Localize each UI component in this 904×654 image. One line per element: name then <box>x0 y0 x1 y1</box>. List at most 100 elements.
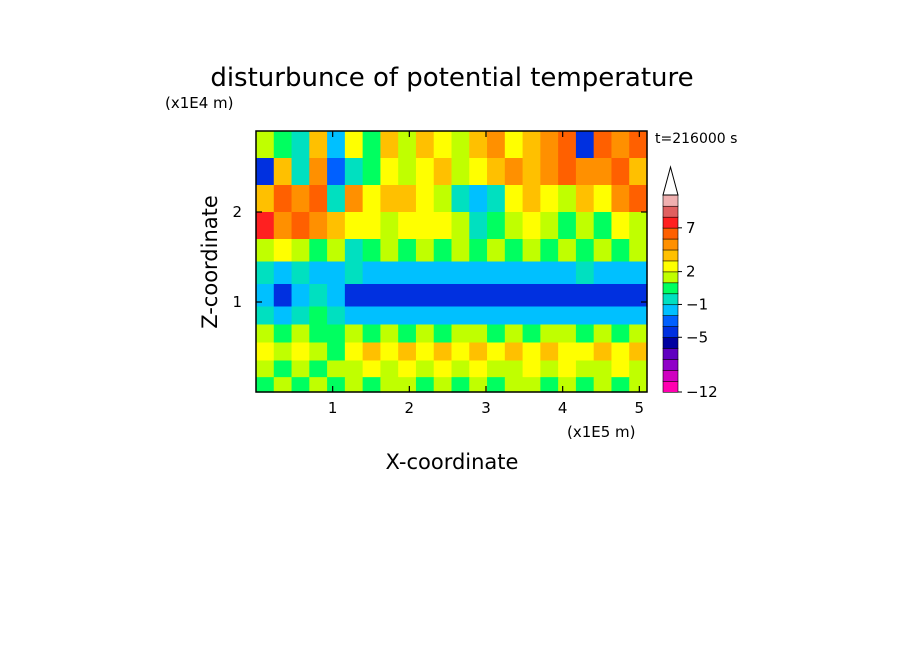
heatmap-cell <box>487 377 506 393</box>
heatmap-cell <box>611 158 630 186</box>
heatmap-cell <box>629 158 648 186</box>
y-axis-title: Z-coordinate <box>198 195 222 329</box>
heatmap-cell <box>398 360 417 378</box>
heatmap-cell <box>629 185 648 213</box>
heatmap-cell <box>558 212 577 240</box>
heatmap-cell <box>593 212 613 240</box>
chart-title: disturbunce of potential temperature <box>210 63 693 93</box>
heatmap-cell <box>273 158 293 186</box>
heatmap-cell <box>415 131 435 159</box>
heatmap-cell <box>540 377 559 393</box>
heatmap-cell <box>504 284 524 308</box>
heatmap-cell <box>558 360 577 378</box>
heatmap-cell <box>362 239 382 263</box>
heatmap-cell <box>380 342 399 362</box>
colorbar-extend-arrow <box>662 165 679 196</box>
x-tick-label: 3 <box>481 399 491 417</box>
heatmap-cell <box>593 306 613 326</box>
heatmap-cell <box>522 261 541 285</box>
heatmap-cell <box>522 342 541 362</box>
heatmap-cell <box>327 239 346 263</box>
heatmap-cell <box>540 261 559 285</box>
heatmap-cell <box>398 377 417 393</box>
heatmap-cell <box>504 377 524 393</box>
colorbar-swatch <box>662 249 679 262</box>
heatmap-cell <box>451 360 470 378</box>
heatmap-cell <box>415 158 435 186</box>
colorbar-swatch <box>662 293 679 306</box>
heatmap-cell <box>469 284 488 308</box>
heatmap-cell <box>629 342 648 362</box>
colorbar-label: −5 <box>686 328 708 346</box>
x-unit-label: (x1E5 m) <box>567 423 636 441</box>
heatmap-cell <box>575 360 595 378</box>
heatmap-cell <box>398 306 417 326</box>
heatmap-cell <box>611 185 630 213</box>
heatmap-cell <box>344 239 364 263</box>
heatmap-cell <box>629 212 648 240</box>
colorbar-swatch <box>662 282 679 295</box>
heatmap-cell <box>398 261 417 285</box>
heatmap-cell <box>415 261 435 285</box>
heatmap-cell <box>344 284 364 308</box>
heatmap-cell <box>344 377 364 393</box>
y-tick-label: 1 <box>232 293 242 311</box>
heatmap-cell <box>415 360 435 378</box>
heatmap-cell <box>593 185 613 213</box>
colorbar-label: −12 <box>686 383 718 401</box>
heatmap-cell <box>540 284 559 308</box>
heatmap-cell <box>487 185 506 213</box>
heatmap-cell <box>522 284 541 308</box>
heatmap-cell <box>415 324 435 344</box>
heatmap-cell <box>593 360 613 378</box>
heatmap-cell <box>469 212 488 240</box>
colorbar-swatch <box>662 304 679 316</box>
x-tick-label: 1 <box>328 399 338 417</box>
heatmap-cell <box>575 212 595 240</box>
heatmap-cell <box>380 360 399 378</box>
heatmap-cell <box>327 158 346 186</box>
heatmap-cell <box>575 377 595 393</box>
heatmap-cell <box>522 324 541 344</box>
heatmap-cell <box>256 131 275 159</box>
heatmap-cell <box>469 377 488 393</box>
heatmap-cell <box>273 377 293 393</box>
heatmap-cell <box>291 185 310 213</box>
x-axis: 1 2 3 4 5 <box>328 131 644 417</box>
heatmap-cell <box>344 158 364 186</box>
heatmap-cell <box>398 239 417 263</box>
heatmap-cell <box>344 324 364 344</box>
heatmap-cell <box>558 306 577 326</box>
heatmap-cell <box>451 212 470 240</box>
heatmap-cell <box>593 261 613 285</box>
heatmap-cell <box>469 158 488 186</box>
heatmap-cell <box>451 239 470 263</box>
heatmap-cell <box>415 239 435 263</box>
heatmap-cell <box>593 342 613 362</box>
heatmap-cell <box>327 324 346 344</box>
heatmap-cell <box>380 284 399 308</box>
heatmap-cell <box>380 131 399 159</box>
heatmap-cell <box>611 342 630 362</box>
heatmap-cell <box>380 212 399 240</box>
heatmap-cell <box>629 377 648 393</box>
heatmap-cell <box>504 261 524 285</box>
heatmap-cell <box>629 239 648 263</box>
heatmap-cell <box>415 212 435 240</box>
heatmap-cell <box>487 324 506 344</box>
heatmap-cell <box>540 360 559 378</box>
heatmap-cell <box>398 324 417 344</box>
heatmap-cell <box>522 377 541 393</box>
heatmap-cell <box>362 131 382 159</box>
heatmap-cell <box>273 324 293 344</box>
heatmap-cell <box>451 185 470 213</box>
heatmap-cell <box>451 261 470 285</box>
heatmap-cell <box>309 306 328 326</box>
heatmap-cell <box>309 239 328 263</box>
heatmap-cell <box>487 239 506 263</box>
heatmap-cell <box>273 185 293 213</box>
heatmap-cell <box>504 360 524 378</box>
heatmap-cell <box>291 158 310 186</box>
y-unit-label: (x1E4 m) <box>165 94 234 112</box>
x-axis-title: X-coordinate <box>386 450 519 474</box>
